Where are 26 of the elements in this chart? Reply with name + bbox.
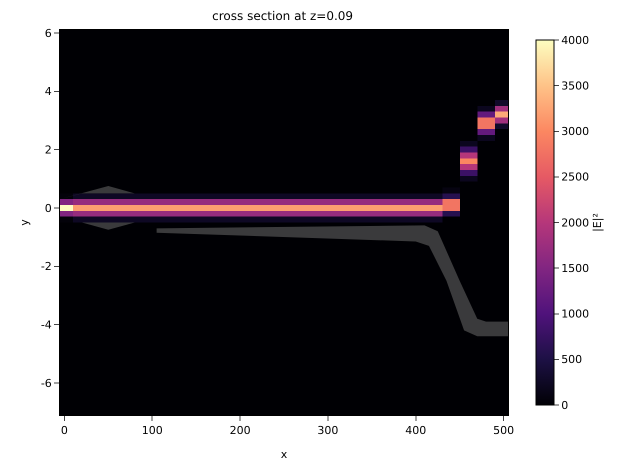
y-tick-label: 4 xyxy=(44,85,52,98)
color-bar-label: 500 xyxy=(561,353,582,366)
y-axis-title: y xyxy=(18,218,31,226)
color-bar-label: 3000 xyxy=(561,125,590,138)
x-tick-label: 300 xyxy=(317,424,338,438)
y-tick-label: -6 xyxy=(40,376,52,390)
y-tick-label: -4 xyxy=(40,318,52,332)
x-tick-label: 200 xyxy=(230,424,251,438)
x-tick-label: 0 xyxy=(60,424,68,438)
x-tick-label: 400 xyxy=(405,424,426,438)
color-bar-label: 1000 xyxy=(561,308,590,321)
color-bar-label: 4000 xyxy=(561,34,590,47)
y-tick-label: -2 xyxy=(40,260,52,274)
color-bar-title: |E|² xyxy=(591,213,604,232)
x-tick-label: 500 xyxy=(493,424,514,438)
x-tick-label: 100 xyxy=(142,424,163,438)
color-bar-label: 2000 xyxy=(561,216,590,230)
y-tick-label: 6 xyxy=(44,26,52,40)
x-axis-title: x xyxy=(280,448,288,461)
color-bar-label: 1500 xyxy=(561,262,590,275)
y-tick-label: 2 xyxy=(44,143,52,156)
color-bar-label: 0 xyxy=(561,398,568,412)
color-bar-label: 3500 xyxy=(561,79,590,92)
chart-title: cross section at z=0.09 xyxy=(212,9,354,24)
color-bar-label: 2500 xyxy=(561,170,590,184)
y-tick-label: 0 xyxy=(44,202,52,215)
